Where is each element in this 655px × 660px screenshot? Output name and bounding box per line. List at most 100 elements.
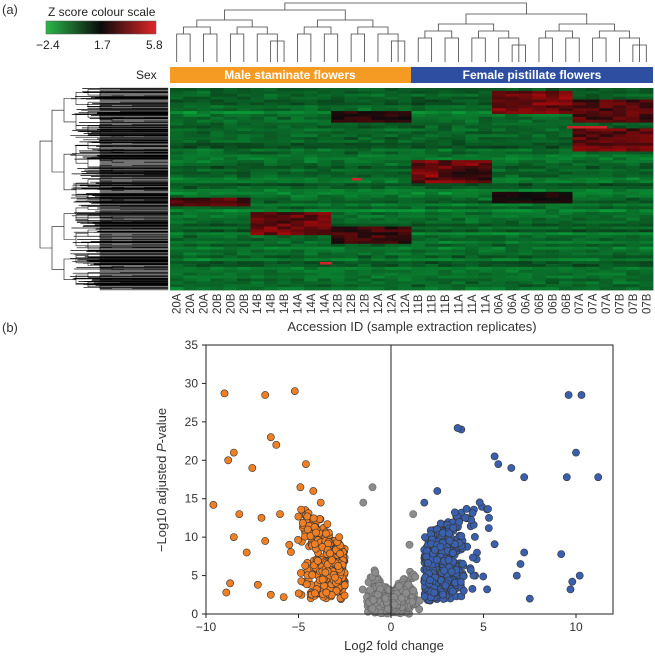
heatmap-cell bbox=[438, 220, 453, 225]
heatmap-cell bbox=[545, 93, 560, 98]
heatmap-cell bbox=[559, 174, 573, 178]
heatmap-cell bbox=[223, 99, 238, 103]
heatmap-cell bbox=[371, 209, 386, 213]
heatmap-cell bbox=[505, 269, 520, 274]
heatmap-cell bbox=[398, 128, 412, 132]
heatmap-cell bbox=[438, 229, 453, 233]
female-point bbox=[468, 585, 477, 593]
heatmap-cell bbox=[639, 142, 654, 147]
heatmap-cell bbox=[290, 108, 305, 112]
heatmap-cell bbox=[371, 214, 386, 219]
heatmap-cell bbox=[451, 125, 466, 129]
heatmap-cell bbox=[465, 255, 479, 259]
heatmap-cell bbox=[639, 102, 654, 106]
heatmap-cell bbox=[263, 186, 278, 190]
heatmap-cell bbox=[237, 272, 251, 276]
male-point bbox=[294, 536, 302, 544]
heatmap-cell bbox=[357, 151, 372, 155]
heatmap-cell bbox=[585, 243, 600, 248]
heatmap-cell bbox=[559, 197, 573, 201]
heatmap-cell bbox=[344, 111, 359, 115]
ns-point bbox=[397, 594, 406, 602]
heatmap-cell bbox=[317, 105, 332, 109]
heatmap-cell bbox=[384, 200, 399, 204]
heatmap-cell bbox=[277, 246, 292, 250]
heatmap-cell bbox=[210, 278, 225, 282]
heatmap-cell bbox=[277, 148, 292, 152]
male-point bbox=[313, 556, 322, 565]
heatmap-cell bbox=[572, 243, 587, 248]
heatmap-cell bbox=[263, 111, 278, 115]
heatmap-cell bbox=[411, 180, 426, 184]
heatmap-cell bbox=[344, 240, 359, 245]
heatmap-cell bbox=[384, 209, 399, 213]
heatmap-cell bbox=[492, 148, 506, 152]
heatmap-cell bbox=[545, 214, 560, 219]
heatmap-cell bbox=[290, 220, 305, 225]
heatmap-cell bbox=[277, 142, 292, 147]
heatmap-cell bbox=[250, 142, 265, 147]
female-point bbox=[557, 550, 566, 558]
heatmap-cell bbox=[572, 240, 587, 245]
female-point bbox=[445, 529, 454, 538]
heatmap-cell bbox=[304, 272, 318, 276]
heatmap-cell bbox=[585, 229, 600, 233]
heatmap-cell bbox=[411, 226, 426, 230]
heatmap-cell bbox=[478, 128, 493, 132]
heatmap-cell bbox=[170, 206, 184, 210]
heatmap-cell bbox=[357, 160, 372, 164]
heatmap-cell bbox=[478, 165, 493, 170]
heatmap-cell bbox=[170, 229, 184, 233]
heatmap-cell bbox=[317, 96, 332, 100]
heatmap-cell bbox=[263, 284, 278, 288]
sample-labels: 20A 20A 20A 20B 20B 20B 14B 14B 14B 14A 14A 14A 12B 1… bbox=[172, 293, 654, 314]
heatmap-cell bbox=[317, 238, 332, 242]
heatmap-cell bbox=[237, 266, 251, 271]
heatmap-cell bbox=[250, 243, 265, 248]
heatmap-cell bbox=[317, 287, 332, 291]
heatmap-cell bbox=[277, 194, 292, 199]
heatmap-cell bbox=[424, 238, 439, 242]
heatmap-cell bbox=[344, 266, 359, 271]
heatmap-cell bbox=[518, 157, 533, 161]
heatmap-cell bbox=[492, 258, 506, 262]
heatmap-cell bbox=[438, 105, 453, 109]
heatmap-cell bbox=[599, 116, 614, 121]
heatmap-cell bbox=[639, 284, 654, 288]
heatmap-cell bbox=[304, 119, 318, 124]
heatmap-cell bbox=[639, 139, 654, 144]
dendrogram-branch bbox=[63, 98, 76, 123]
heatmap-cell bbox=[384, 235, 399, 239]
heatmap-cell bbox=[639, 217, 654, 222]
heatmap-cell bbox=[599, 134, 614, 138]
heatmap-cell bbox=[451, 249, 466, 253]
heatmap-cell bbox=[183, 183, 198, 187]
heatmap-cell bbox=[210, 252, 225, 256]
heatmap-cell bbox=[371, 90, 386, 95]
heatmap-cell bbox=[277, 206, 292, 210]
heatmap-cell bbox=[371, 269, 386, 274]
heatmap-cell bbox=[196, 206, 211, 210]
heatmap-cell bbox=[585, 206, 600, 210]
heatmap-cell bbox=[237, 105, 251, 109]
heatmap-cell bbox=[250, 272, 265, 276]
heatmap-cell bbox=[411, 255, 426, 259]
heatmap-cell bbox=[505, 119, 520, 124]
heatmap-cell bbox=[344, 116, 359, 121]
heatmap-cell bbox=[237, 137, 251, 141]
heatmap-cell bbox=[277, 99, 292, 103]
heatmap-cell bbox=[424, 252, 439, 256]
heatmap-cell bbox=[438, 165, 453, 170]
heatmap-cell bbox=[424, 171, 439, 175]
heatmap-cell bbox=[626, 96, 640, 100]
heatmap-cell bbox=[478, 200, 493, 204]
sample-label: 07A bbox=[574, 293, 586, 314]
heatmap-cell bbox=[438, 223, 453, 227]
heatmap-cell bbox=[344, 168, 359, 173]
heatmap-cell bbox=[465, 223, 479, 227]
heatmap-cell bbox=[223, 212, 238, 216]
heatmap-cell bbox=[545, 151, 560, 155]
heatmap-cell bbox=[612, 200, 627, 204]
heatmap-cell bbox=[532, 287, 547, 291]
heatmap-cell bbox=[304, 139, 318, 144]
